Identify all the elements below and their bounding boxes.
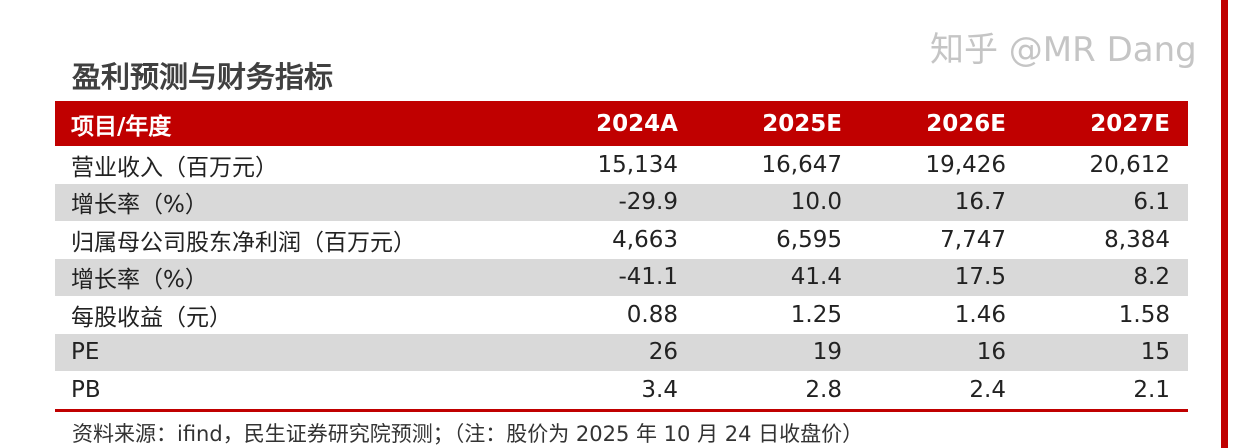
row-label: 增长率（%） — [55, 183, 513, 221]
cell-value: 15 — [1006, 333, 1188, 371]
row-label: PE — [55, 333, 513, 371]
cell-value: 26 — [513, 333, 678, 371]
cell-value: 41.4 — [678, 258, 842, 296]
cell-value: 3.4 — [513, 371, 678, 412]
cell-value: 16 — [842, 333, 1006, 371]
table-row: PB 3.4 2.8 2.4 2.1 — [55, 371, 1188, 412]
row-label: 营业收入（百万元） — [71, 154, 278, 181]
cell-value: 17.5 — [842, 258, 1006, 296]
col-header: 项目/年度 — [55, 101, 513, 146]
col-header: 2025E — [678, 101, 842, 146]
cell-value: 1.25 — [790, 301, 842, 328]
cell-value: 2.4 — [842, 371, 1006, 412]
table-row: 归属母公司股东净利润（百万元） 4,663 6,595 7,747 8,384 — [55, 221, 1188, 259]
accent-bar — [1221, 0, 1228, 448]
cell-value: 20,612 — [1089, 151, 1170, 178]
cell-value: -41.1 — [513, 258, 678, 296]
cell-value: 2.1 — [1006, 371, 1188, 412]
col-header: 2026E — [842, 101, 1006, 146]
cell-value: -29.9 — [513, 183, 678, 221]
col-header: 2024A — [513, 101, 678, 146]
table-row: 每股收益（元） 0.88 1.25 1.46 1.58 — [55, 296, 1188, 334]
cell-value: 0.88 — [626, 301, 678, 328]
table-row: 增长率（%） -29.9 10.0 16.7 6.1 — [55, 183, 1188, 221]
table-row: 增长率（%） -41.1 41.4 17.5 8.2 — [55, 258, 1188, 296]
cell-value: 6,595 — [776, 226, 842, 253]
source-note: 资料来源：ifind，民生证券研究院预测；（注：股价为 2025 年 10 月 … — [72, 422, 864, 446]
cell-value: 2.8 — [678, 371, 842, 412]
cell-value: 6.1 — [1006, 183, 1188, 221]
page-title: 盈利预测与财务指标 — [72, 60, 334, 94]
cell-value: 15,134 — [597, 151, 678, 178]
table-header: 项目/年度 2024A 2025E 2026E 2027E — [55, 101, 1188, 146]
cell-value: 8.2 — [1006, 258, 1188, 296]
financial-table: 项目/年度 2024A 2025E 2026E 2027E 营业收入（百万元） 1… — [55, 101, 1188, 412]
cell-value: 1.58 — [1118, 301, 1170, 328]
row-label: 每股收益（元） — [71, 304, 232, 331]
cell-value: 16.7 — [842, 183, 1006, 221]
row-label: PB — [55, 371, 513, 412]
cell-value: 16,647 — [761, 151, 842, 178]
cell-value: 19,426 — [925, 151, 1006, 178]
cell-value: 4,663 — [612, 226, 678, 253]
cell-value: 19 — [678, 333, 842, 371]
watermark: 知乎 @MR Dang — [930, 30, 1197, 70]
row-label: 增长率（%） — [55, 258, 513, 296]
table-row: 营业收入（百万元） 15,134 16,647 19,426 20,612 — [55, 146, 1188, 184]
cell-value: 10.0 — [678, 183, 842, 221]
cell-value: 1.46 — [954, 301, 1006, 328]
row-label: 归属母公司股东净利润（百万元） — [71, 229, 416, 256]
table-row: PE 26 19 16 15 — [55, 333, 1188, 371]
cell-value: 7,747 — [940, 226, 1006, 253]
col-header: 2027E — [1006, 101, 1188, 146]
cell-value: 8,384 — [1104, 226, 1170, 253]
